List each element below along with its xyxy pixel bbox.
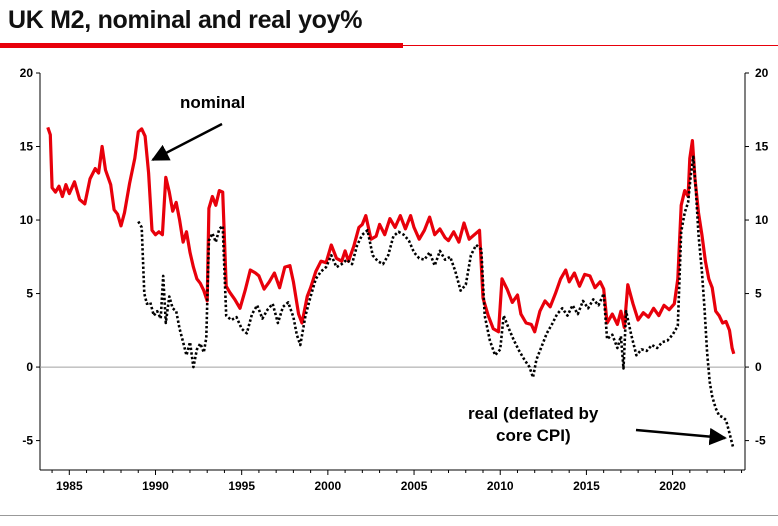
y-tick-label-right: 5: [755, 287, 762, 301]
y-tick-label-right: 15: [755, 140, 769, 154]
x-tick-label: 2005: [401, 479, 428, 493]
annotation-real-line1: real (deflated by: [468, 404, 599, 423]
title-underline-bar: [0, 43, 403, 48]
series-nominal-line: [46, 126, 736, 355]
x-tick-label: 2015: [573, 479, 600, 493]
annotation-real-arrow: [635, 427, 727, 446]
x-tick-label: 1985: [56, 479, 83, 493]
x-tick-label: 2020: [659, 479, 686, 493]
chart-annotations: nominal real (deflated by core CPI): [151, 93, 727, 446]
annotation-real-line2: core CPI): [496, 426, 571, 445]
x-tick-label: 2000: [315, 479, 342, 493]
y-tick-label-right: 0: [755, 360, 762, 374]
annotation-nominal: nominal: [180, 93, 245, 112]
y-tick-label-left: 5: [26, 287, 33, 301]
footer-rule: [0, 515, 778, 516]
title-rule: [403, 45, 778, 46]
chart-title: UK M2, nominal and real yoy%: [8, 6, 363, 34]
y-tick-label-left: 15: [20, 140, 34, 154]
y-tick-label-left: 20: [20, 66, 34, 80]
x-tick-label: 1990: [142, 479, 169, 493]
y-tick-label-left: 0: [26, 360, 33, 374]
y-tick-label-right: -5: [755, 434, 766, 448]
annotation-nominal-arrow: [151, 122, 223, 161]
chart-series: [46, 126, 736, 447]
y-tick-label-right: 20: [755, 66, 769, 80]
y-tick-label-right: 10: [755, 213, 769, 227]
x-tick-label: 2010: [487, 479, 514, 493]
y-tick-label-left: -5: [22, 434, 33, 448]
series-real-line: [137, 155, 735, 447]
y-tick-label-left: 10: [20, 213, 34, 227]
x-tick-label: 1995: [228, 479, 255, 493]
